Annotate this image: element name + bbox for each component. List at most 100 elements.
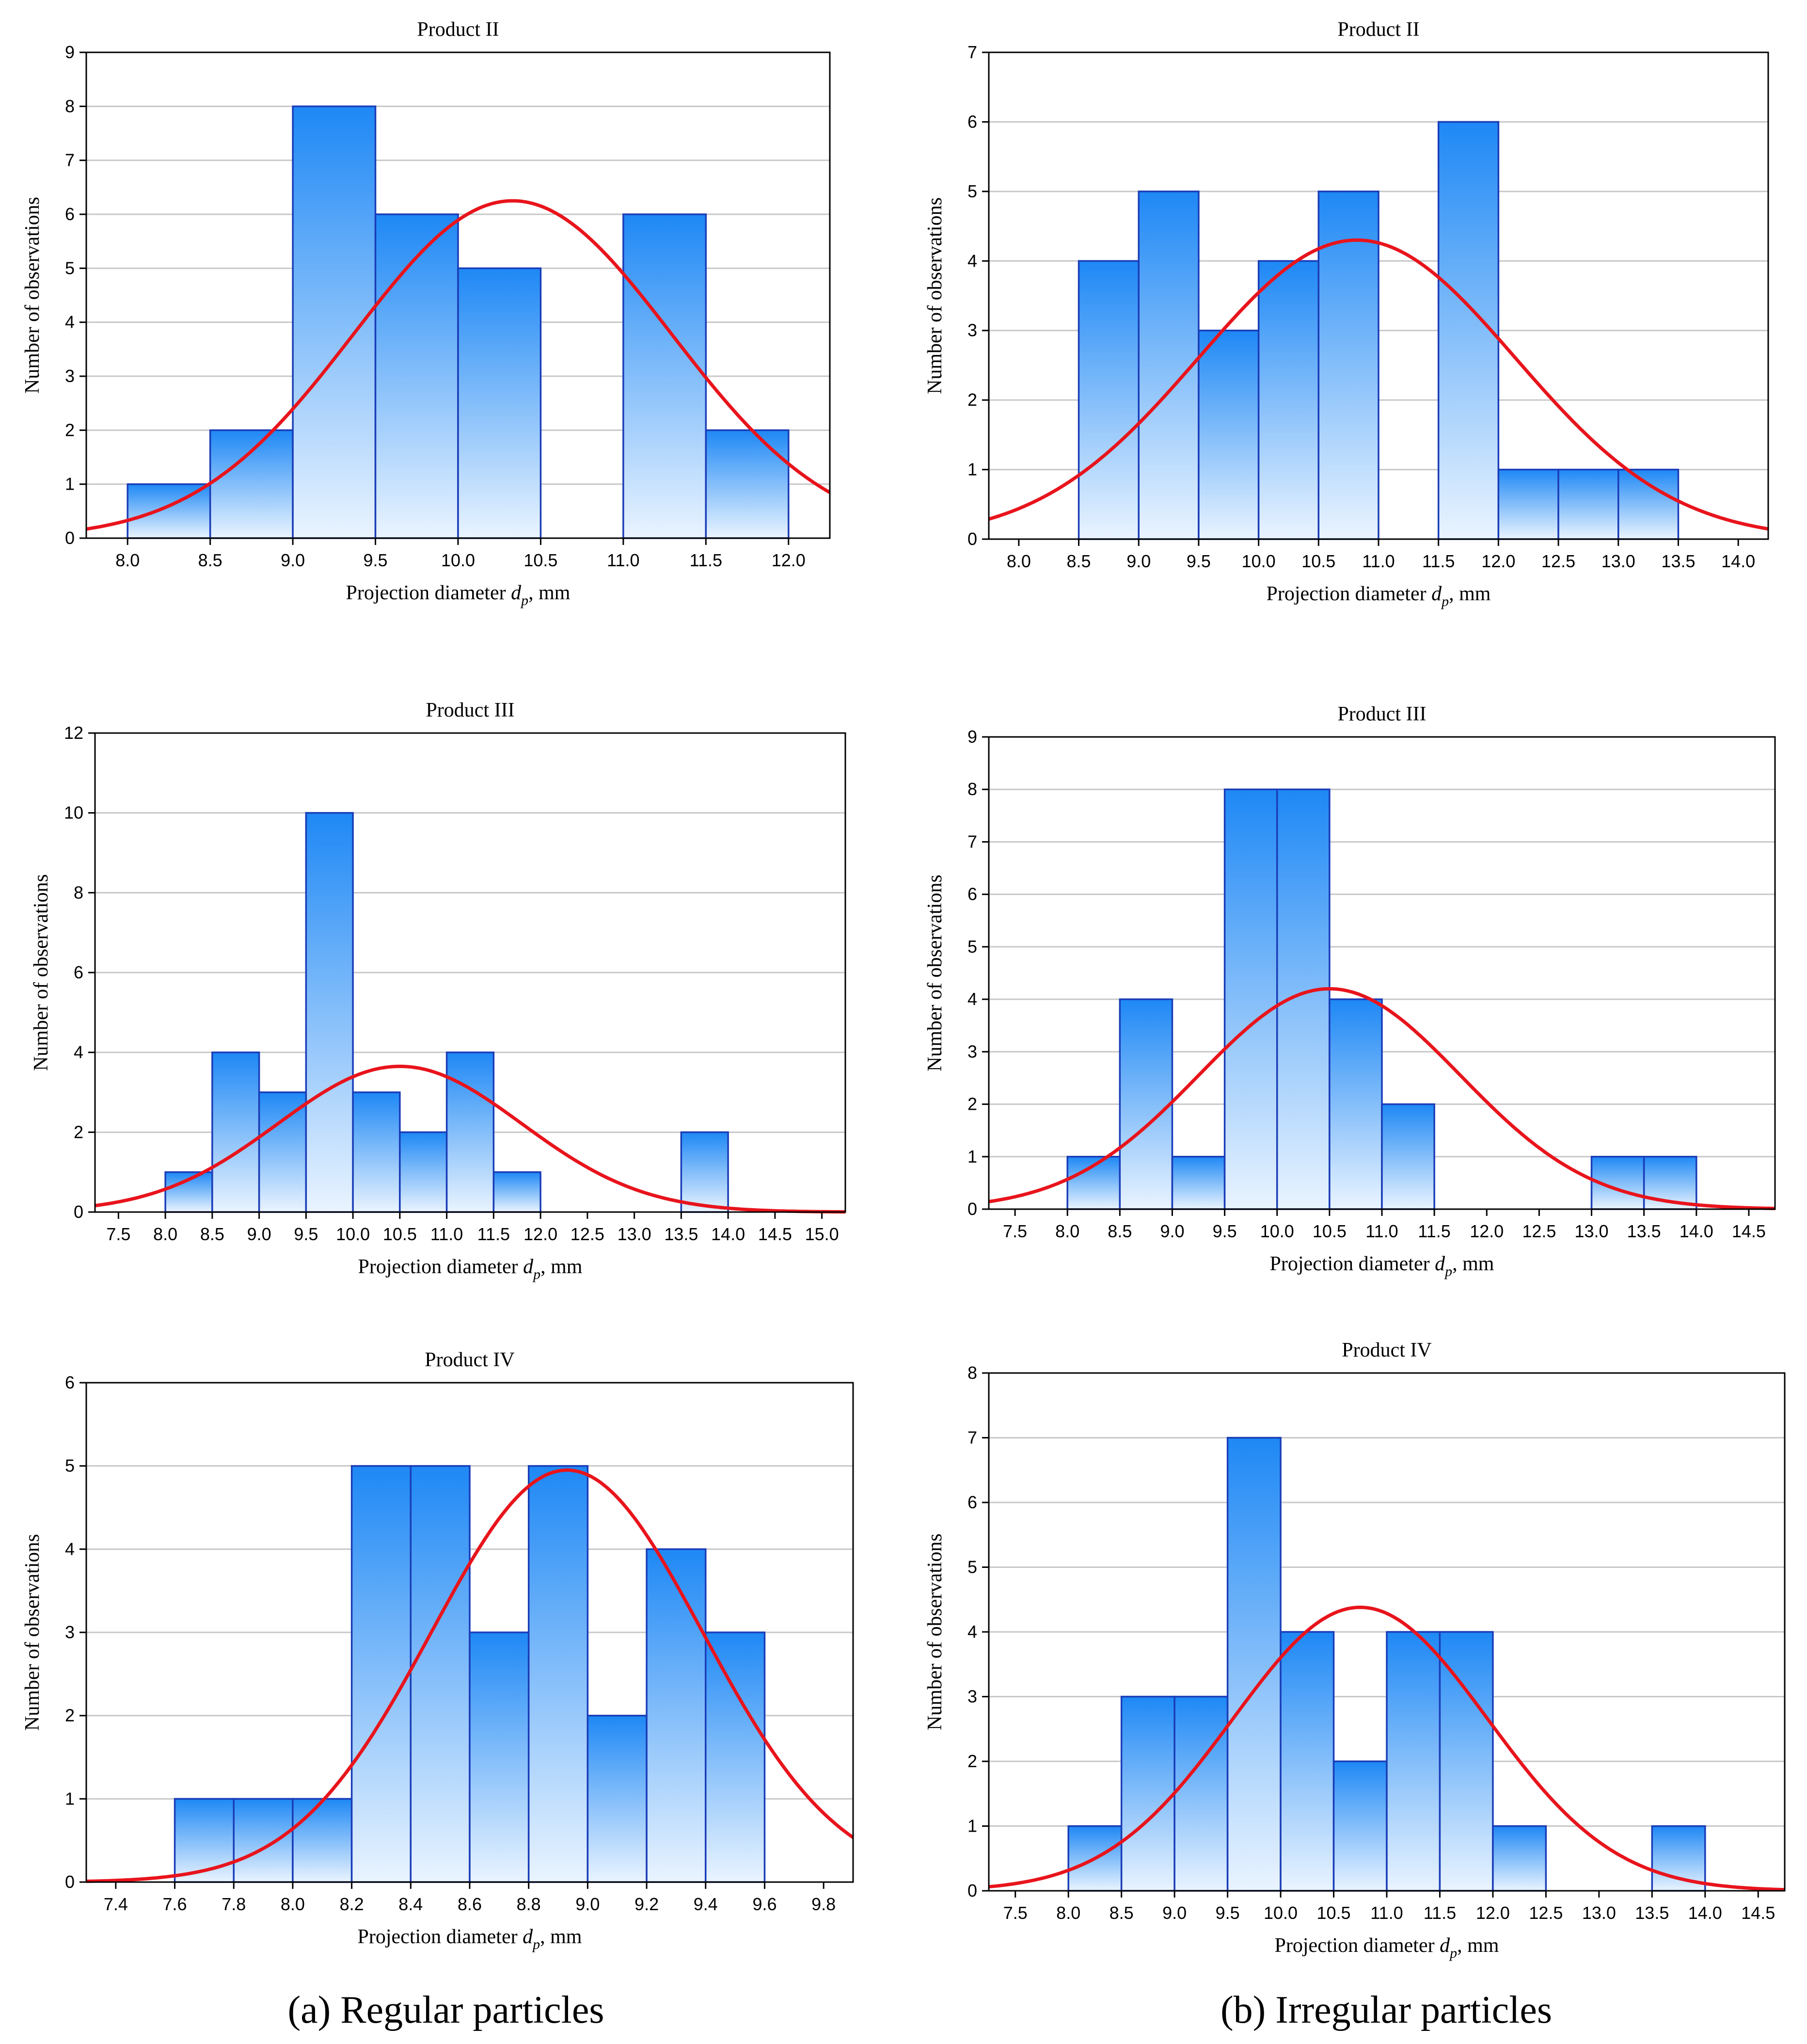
- x-tick-label: 8.2: [340, 1894, 364, 1914]
- normal-fit-curve: [86, 1468, 855, 1883]
- x-tick-label: 10.5: [383, 1224, 417, 1244]
- chart-title: Product IV: [1342, 1339, 1431, 1361]
- histogram-bar: [1120, 1695, 1175, 1892]
- y-axis-label: Number of observations: [21, 197, 44, 394]
- histogram-panel: 0 1 2 3 4 5 6 7 8 9 7.5 8.0 8.5 9.0 9.5 10.0 10.5 11.0 11.…: [924, 703, 1776, 1279]
- histogram-bar: [211, 1051, 260, 1213]
- y-tick-label: 7: [967, 1428, 977, 1448]
- y-tick-label: 6: [967, 884, 977, 904]
- histogram-bar: [1257, 260, 1320, 540]
- x-tick-label: 10.5: [1301, 551, 1335, 571]
- x-tick-label: 9.0: [247, 1224, 271, 1244]
- histogram-panel: 0 1 2 3 4 5 6 7 8 9 8.0 8.5 9.0 9.5 10.0 10.5 11.0 11.5 12…: [21, 18, 831, 608]
- y-tick-label: 9: [967, 727, 977, 747]
- normal-fit-curve: [95, 1065, 845, 1214]
- y-tick-label: 4: [967, 989, 977, 1009]
- histogram-bar: [305, 812, 354, 1213]
- normal-fit-curve: [988, 987, 1775, 1211]
- y-axis-label: Number of observations: [924, 1533, 946, 1730]
- histogram-bar: [1439, 1631, 1494, 1892]
- x-tick-label: 11.5: [1418, 1221, 1450, 1241]
- y-tick-label: 4: [967, 1622, 977, 1642]
- x-tick-label: 12.5: [1541, 551, 1575, 571]
- x-axis-label: Projection diameter dp, mm: [1275, 1934, 1499, 1961]
- x-tick-label: 8.0: [153, 1224, 177, 1244]
- x-tick-label: 9.0: [575, 1894, 600, 1914]
- histogram-bar: [1198, 329, 1260, 540]
- y-tick-label: 6: [65, 204, 75, 224]
- x-tick-label: 7.5: [1003, 1903, 1028, 1923]
- x-axis-label: Projection diameter dp, mm: [358, 1256, 583, 1282]
- x-tick-label: 13.0: [1582, 1903, 1616, 1923]
- x-axis-label: Projection diameter dp, mm: [358, 1926, 582, 1952]
- y-tick-label: 1: [65, 474, 75, 494]
- x-tick-label: 14.0: [1680, 1221, 1713, 1241]
- x-tick-label: 7.5: [1003, 1221, 1027, 1241]
- caption-regular-particles: (a) Regular particles: [287, 1989, 604, 2031]
- normal-fit-curve: [86, 199, 831, 531]
- chart-title: Product III: [1337, 703, 1426, 725]
- x-tick-label: 11.0: [1365, 1221, 1398, 1241]
- histogram-bar: [1557, 468, 1619, 540]
- y-tick-label: 1: [967, 1816, 977, 1836]
- x-tick-label: 10.0: [1260, 1221, 1294, 1241]
- histogram-bar: [680, 1131, 729, 1213]
- y-tick-label: 8: [967, 1363, 977, 1383]
- y-tick-label: 2: [967, 390, 977, 410]
- x-tick-label: 9.2: [634, 1894, 659, 1914]
- y-tick-label: 5: [967, 181, 977, 201]
- x-tick-label: 9.6: [752, 1894, 777, 1914]
- y-tick-label: 0: [967, 1881, 977, 1900]
- x-tick-label: 12.0: [523, 1224, 557, 1244]
- x-tick-label: 13.0: [1601, 551, 1635, 571]
- histogram-bar: [174, 1798, 235, 1883]
- x-tick-label: 9.5: [1187, 551, 1211, 571]
- y-tick-label: 6: [967, 112, 977, 131]
- histogram-bar: [1617, 468, 1680, 540]
- x-axis-label: Projection diameter dp, mm: [346, 582, 571, 608]
- x-tick-label: 11.0: [1362, 551, 1395, 571]
- chart-title: Product III: [426, 699, 514, 721]
- histogram-bar: [233, 1798, 294, 1883]
- y-tick-label: 7: [967, 42, 977, 62]
- histogram-bar: [469, 1631, 530, 1883]
- x-tick-label: 14.5: [1732, 1221, 1766, 1241]
- y-tick-label: 7: [65, 150, 75, 170]
- chart-title: Product IV: [425, 1349, 514, 1371]
- histogram-bar: [622, 213, 707, 539]
- y-tick-label: 5: [967, 1557, 977, 1577]
- y-tick-label: 2: [967, 1751, 977, 1771]
- histogram-bar: [1492, 1825, 1547, 1892]
- normal-fit-curve: [988, 238, 1769, 531]
- x-tick-label: 14.0: [1721, 551, 1755, 571]
- x-tick-label: 8.0: [1056, 1903, 1080, 1923]
- x-tick-label: 13.5: [664, 1224, 698, 1244]
- y-tick-label: 8: [967, 779, 977, 799]
- x-tick-label: 14.0: [711, 1224, 745, 1244]
- x-tick-label: 10.0: [336, 1224, 370, 1244]
- y-tick-label: 2: [967, 1094, 977, 1114]
- histogram-bar: [1280, 1631, 1335, 1892]
- x-tick-label: 12.0: [1470, 1221, 1504, 1241]
- y-tick-label: 3: [65, 366, 75, 386]
- x-tick-label: 9.5: [1216, 1903, 1240, 1923]
- y-tick-label: 0: [74, 1202, 83, 1222]
- x-tick-label: 11.0: [430, 1224, 463, 1244]
- histogram-bar: [292, 1798, 353, 1883]
- x-axis-label: Projection diameter dp, mm: [1270, 1253, 1494, 1279]
- x-tick-label: 14.5: [1741, 1903, 1775, 1923]
- x-tick-label: 8.5: [1108, 1221, 1132, 1241]
- histogram-bar: [1173, 1695, 1229, 1892]
- x-tick-label: 9.0: [1126, 551, 1151, 571]
- x-tick-label: 10.5: [1316, 1903, 1350, 1923]
- x-tick-label: 13.5: [1627, 1221, 1661, 1241]
- y-tick-label: 0: [967, 529, 977, 549]
- y-tick-label: 3: [967, 1041, 977, 1061]
- histogram-bar: [1386, 1631, 1441, 1892]
- x-tick-label: 12.0: [1476, 1903, 1510, 1923]
- x-tick-label: 8.5: [1067, 551, 1091, 571]
- y-tick-label: 3: [967, 320, 977, 340]
- chart-title: Product II: [417, 18, 499, 41]
- x-tick-label: 9.5: [294, 1224, 318, 1244]
- x-tick-label: 9.0: [1162, 1903, 1187, 1923]
